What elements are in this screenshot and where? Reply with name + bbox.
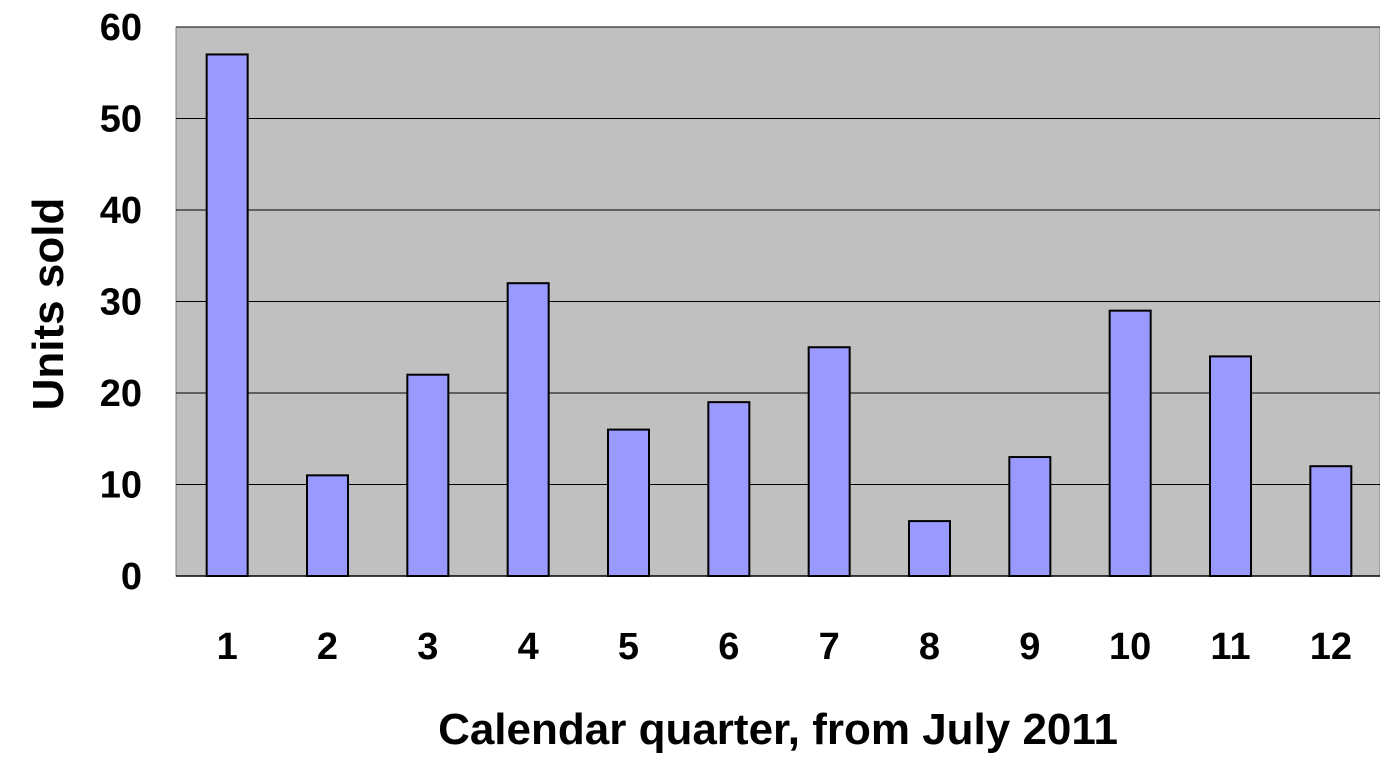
y-tick-label: 60 bbox=[100, 7, 142, 49]
x-tick-label: 8 bbox=[919, 626, 940, 668]
bar-quarter-9 bbox=[1008, 456, 1052, 577]
x-tick-label: 2 bbox=[317, 626, 338, 668]
bar-quarter-10 bbox=[1108, 309, 1152, 577]
bar-quarter-3 bbox=[406, 373, 450, 578]
y-axis-tick-labels: 0 10 20 30 40 50 60 bbox=[100, 7, 142, 598]
bar-quarter-7 bbox=[807, 346, 851, 577]
y-tick-label: 20 bbox=[100, 373, 142, 415]
bar-quarter-1 bbox=[205, 53, 249, 577]
y-tick-label: 30 bbox=[100, 282, 142, 324]
bar-quarter-4 bbox=[506, 282, 550, 577]
y-tick-label: 40 bbox=[100, 190, 142, 232]
x-tick-label: 3 bbox=[417, 626, 438, 668]
bar-quarter-2 bbox=[306, 474, 349, 578]
x-tick-label: 4 bbox=[518, 626, 539, 668]
bar-quarter-6 bbox=[707, 401, 751, 577]
bar-quarter-11 bbox=[1209, 355, 1252, 577]
x-tick-label: 10 bbox=[1109, 626, 1151, 668]
y-tick-label: 0 bbox=[121, 556, 142, 598]
bar-quarter-12 bbox=[1309, 465, 1353, 578]
gridlines bbox=[176, 26, 1380, 577]
y-tick-label: 50 bbox=[100, 99, 142, 141]
bar-quarter-8 bbox=[908, 520, 951, 577]
y-axis-title: Units sold bbox=[24, 198, 73, 411]
y-tick-label: 10 bbox=[100, 465, 142, 507]
x-tick-label: 12 bbox=[1310, 626, 1352, 668]
x-tick-label: 5 bbox=[618, 626, 639, 668]
x-axis-tick-labels: 1 2 3 4 5 6 7 8 9 10 11 12 bbox=[217, 626, 1352, 668]
x-axis-title: Calendar quarter, from July 2011 bbox=[438, 705, 1118, 754]
x-tick-label: 1 bbox=[217, 626, 238, 668]
bars bbox=[205, 53, 1353, 578]
x-tick-label: 7 bbox=[819, 626, 840, 668]
bar-quarter-5 bbox=[607, 428, 650, 577]
x-tick-label: 9 bbox=[1019, 626, 1040, 668]
x-tick-label: 11 bbox=[1210, 626, 1250, 668]
x-tick-label: 6 bbox=[718, 626, 739, 668]
